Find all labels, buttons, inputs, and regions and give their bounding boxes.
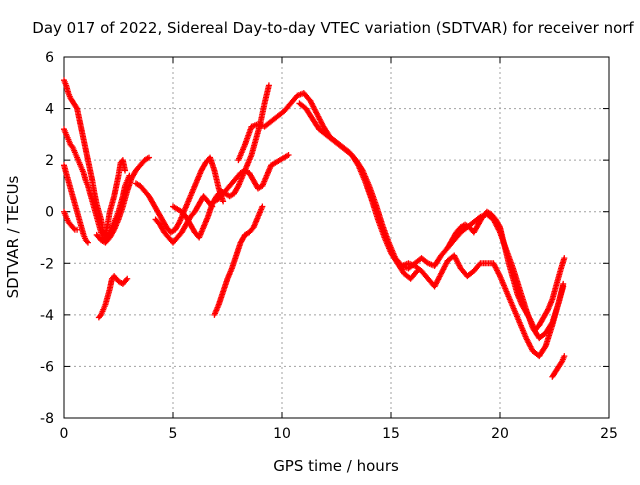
data-point [220,198,227,205]
data-point [83,238,90,245]
data-point [175,220,182,227]
data-point [526,315,533,322]
data-point [259,203,266,210]
axes-ticks: 0 5 10 15 20 25 -8 -6 -4 -2 0 2 4 6 [40,50,618,442]
plot-frame [63,56,610,419]
series-arc6 [95,273,131,321]
data-point [123,277,130,284]
data-point [110,228,117,235]
data-point [70,225,77,232]
x-tick-label: 20 [491,426,509,442]
data-point [96,313,103,320]
data-point [122,167,129,174]
data-point [124,275,131,282]
data-point [561,255,568,262]
data-point [68,142,75,149]
series-arc15 [444,208,568,334]
data-point [73,104,80,111]
series-arc10 [211,151,292,205]
series-arc11 [211,203,266,318]
x-tick-label: 25 [600,426,618,442]
grid [64,57,609,418]
data-point [74,226,81,233]
x-tick-label: 10 [273,426,291,442]
data-point [234,184,241,191]
series-arc2 [61,126,133,244]
series-arc13 [296,100,421,282]
y-tick-label: -2 [40,256,54,272]
series-arc7 [132,154,227,236]
data-point [541,344,548,351]
x-tick-label: 5 [169,426,178,442]
y-tick-label: 6 [45,50,54,66]
data-point [413,269,420,276]
data-point [561,353,568,360]
series-arc16 [549,353,568,380]
series-arc1 [61,77,129,238]
data-point [558,359,565,366]
y-tick-label: 2 [45,153,54,169]
series-arc4 [61,208,81,233]
data-points [61,77,568,380]
data-point [544,307,551,314]
y-axis-label: SDTVAR / TECUs [4,175,22,298]
data-point [285,151,292,158]
y-tick-label: 4 [45,102,54,118]
data-point [560,280,567,287]
y-tick-label: 0 [45,205,54,221]
data-point [496,222,503,229]
data-point [146,154,153,161]
series-arc12 [235,90,567,342]
x-axis-label: GPS time / hours [273,457,399,475]
x-tick-label: 0 [60,426,69,442]
y-tick-label: -4 [40,308,54,324]
x-tick-label: 15 [382,426,400,442]
y-tick-label: -6 [40,359,54,375]
data-point [476,261,483,268]
y-tick-label: -8 [40,411,54,427]
data-point [265,82,272,89]
series-arc14 [398,252,567,360]
data-point [84,239,91,246]
series-arc5 [93,154,153,246]
series-arc3 [61,162,91,246]
chart-title: Day 017 of 2022, Sidereal Day-to-day VTE… [32,19,634,37]
